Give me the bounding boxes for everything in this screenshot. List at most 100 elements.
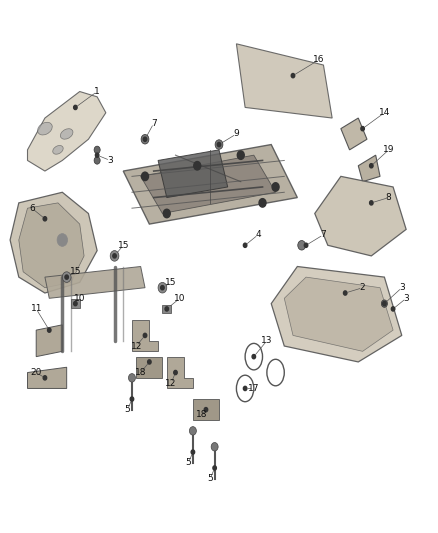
Text: 10: 10 xyxy=(74,294,85,303)
Text: 15: 15 xyxy=(70,268,81,276)
Circle shape xyxy=(65,275,68,279)
Circle shape xyxy=(194,161,201,170)
Circle shape xyxy=(370,164,373,168)
PathPatch shape xyxy=(158,150,228,198)
Circle shape xyxy=(217,142,221,147)
Circle shape xyxy=(141,134,149,144)
Text: 15: 15 xyxy=(166,278,177,287)
Circle shape xyxy=(143,333,147,337)
Circle shape xyxy=(110,251,119,261)
Text: 7: 7 xyxy=(151,119,157,128)
Circle shape xyxy=(95,153,99,157)
Ellipse shape xyxy=(60,128,73,139)
PathPatch shape xyxy=(45,266,145,298)
Text: 15: 15 xyxy=(117,241,129,250)
Text: 5: 5 xyxy=(208,474,213,483)
Circle shape xyxy=(163,209,170,217)
Circle shape xyxy=(130,397,134,401)
Circle shape xyxy=(113,254,116,258)
Text: 10: 10 xyxy=(174,294,186,303)
Circle shape xyxy=(298,240,306,250)
PathPatch shape xyxy=(28,367,67,389)
Bar xyxy=(71,300,80,308)
Text: 14: 14 xyxy=(379,108,390,117)
Circle shape xyxy=(74,106,77,110)
PathPatch shape xyxy=(136,357,162,378)
Circle shape xyxy=(370,201,373,205)
Circle shape xyxy=(158,282,167,293)
PathPatch shape xyxy=(28,92,106,171)
Circle shape xyxy=(244,386,247,391)
Circle shape xyxy=(211,442,218,451)
Text: 12: 12 xyxy=(131,342,142,351)
Circle shape xyxy=(391,307,395,311)
Text: 13: 13 xyxy=(261,336,272,345)
Circle shape xyxy=(189,426,196,435)
Text: 4: 4 xyxy=(255,230,261,239)
Text: 8: 8 xyxy=(386,193,392,202)
PathPatch shape xyxy=(36,325,62,357)
Circle shape xyxy=(174,370,177,375)
Text: 11: 11 xyxy=(31,304,42,313)
PathPatch shape xyxy=(132,319,158,351)
Circle shape xyxy=(272,183,279,191)
PathPatch shape xyxy=(10,192,97,293)
Text: 17: 17 xyxy=(248,384,260,393)
Text: 16: 16 xyxy=(313,55,325,64)
PathPatch shape xyxy=(341,118,367,150)
Circle shape xyxy=(74,302,77,306)
Text: 9: 9 xyxy=(233,130,239,139)
Text: 12: 12 xyxy=(166,378,177,387)
Text: 3: 3 xyxy=(107,156,113,165)
Text: 19: 19 xyxy=(383,146,395,155)
Circle shape xyxy=(161,286,164,290)
Text: 3: 3 xyxy=(403,294,409,303)
PathPatch shape xyxy=(271,266,402,362)
Circle shape xyxy=(237,151,244,159)
Text: 1: 1 xyxy=(94,87,100,96)
Circle shape xyxy=(381,300,388,308)
Circle shape xyxy=(215,140,223,149)
Circle shape xyxy=(43,216,47,221)
Circle shape xyxy=(143,137,147,141)
Circle shape xyxy=(343,291,347,295)
Circle shape xyxy=(94,157,100,164)
Circle shape xyxy=(259,199,266,207)
Text: 2: 2 xyxy=(360,283,365,292)
Bar xyxy=(162,305,171,313)
Circle shape xyxy=(43,376,47,380)
Ellipse shape xyxy=(53,146,63,154)
Circle shape xyxy=(191,450,194,454)
Circle shape xyxy=(213,466,216,470)
Circle shape xyxy=(94,146,100,154)
Circle shape xyxy=(304,243,308,247)
PathPatch shape xyxy=(193,399,219,420)
PathPatch shape xyxy=(123,144,297,224)
PathPatch shape xyxy=(19,203,84,288)
Text: 3: 3 xyxy=(399,283,405,292)
Circle shape xyxy=(148,360,151,364)
PathPatch shape xyxy=(141,155,276,214)
Circle shape xyxy=(128,374,135,382)
PathPatch shape xyxy=(315,176,406,256)
PathPatch shape xyxy=(167,357,193,389)
Text: 5: 5 xyxy=(125,405,131,414)
PathPatch shape xyxy=(358,155,380,182)
Circle shape xyxy=(141,172,148,181)
Circle shape xyxy=(383,302,386,306)
Circle shape xyxy=(47,328,51,332)
Circle shape xyxy=(204,408,208,412)
Text: 18: 18 xyxy=(196,410,207,419)
Circle shape xyxy=(165,307,169,311)
Text: 6: 6 xyxy=(29,204,35,213)
Text: 5: 5 xyxy=(186,458,191,467)
Circle shape xyxy=(291,74,295,78)
Circle shape xyxy=(361,126,364,131)
PathPatch shape xyxy=(237,44,332,118)
Circle shape xyxy=(244,243,247,247)
Circle shape xyxy=(62,272,71,282)
Text: 7: 7 xyxy=(321,230,326,239)
Text: 18: 18 xyxy=(135,368,146,377)
Ellipse shape xyxy=(38,122,52,135)
Circle shape xyxy=(57,233,67,246)
